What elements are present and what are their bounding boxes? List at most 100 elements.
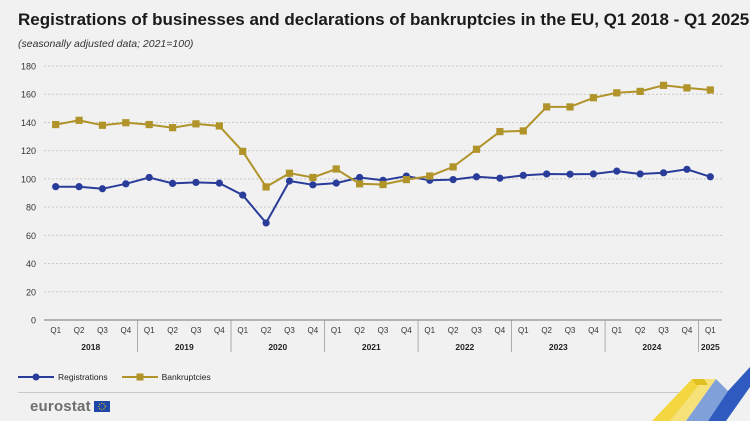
x-tick-label-quarter: Q1 [237,326,248,335]
legend-label-registrations: Registrations [58,372,108,382]
data-point-bankruptcies [426,172,434,180]
data-point-registrations [519,171,527,179]
x-tick-label-year: 2024 [642,342,661,352]
legend-label-bankruptcies: Bankruptcies [161,372,211,382]
x-tick-label-quarter: Q2 [635,326,646,335]
x-tick-label-quarter: Q4 [308,326,319,335]
x-tick-label-year: 2025 [701,342,720,352]
y-tick-label: 160 [21,90,36,100]
data-point-bankruptcies [122,119,130,127]
x-tick-label-quarter: Q4 [495,326,506,335]
x-tick-label-quarter: Q3 [97,326,108,335]
y-tick-label: 140 [21,118,36,128]
data-point-bankruptcies [75,116,83,124]
data-point-bankruptcies [589,94,598,102]
y-tick-label: 100 [21,174,36,184]
legend-marker-bankruptcies [121,373,158,381]
data-point-registrations [636,170,644,178]
data-point-registrations [683,165,691,173]
x-tick-label-quarter: Q1 [611,326,622,335]
y-tick-label: 120 [21,146,36,156]
x-tick-label-year: 2020 [268,342,287,352]
data-point-bankruptcies [402,175,410,184]
x-tick-label-quarter: Q2 [261,326,272,335]
data-point-registrations [98,185,107,193]
x-tick-label-quarter: Q4 [120,326,131,335]
data-point-bankruptcies [262,183,270,191]
x-tick-label-quarter: Q3 [471,326,482,335]
x-tick-label-quarter: Q1 [50,326,61,335]
data-point-registrations [262,219,270,227]
eurostat-logo: eurostat [30,398,110,415]
data-point-bankruptcies [239,147,247,155]
x-tick-label-quarter: Q1 [518,326,529,335]
legend-marker-registrations [18,373,54,381]
x-tick-label-quarter: Q2 [354,326,365,335]
x-tick-label-quarter: Q1 [144,326,155,335]
x-tick-label-year: 2018 [81,342,100,352]
data-point-bankruptcies [519,127,527,135]
data-point-bankruptcies [52,120,60,129]
y-tick-label: 20 [26,287,36,297]
y-tick-label: 0 [31,316,36,326]
data-point-registrations [659,169,668,177]
x-tick-label-year: 2021 [362,342,381,352]
data-point-registrations [215,179,223,187]
data-point-registrations [589,170,598,178]
data-point-bankruptcies [192,120,200,128]
data-point-bankruptcies [356,180,364,188]
y-tick-label: 40 [26,259,36,269]
x-tick-label-quarter: Q3 [378,326,389,335]
data-point-bankruptcies [566,103,574,111]
legend: Registrations Bankruptcies [18,372,211,382]
data-point-bankruptcies [472,145,481,153]
chart-subtitle: (seasonally adjusted data; 2021=100) [18,38,194,50]
data-point-registrations [706,173,714,181]
data-point-registrations [449,175,457,184]
data-point-registrations [122,180,130,188]
x-tick-label-quarter: Q2 [167,326,178,335]
data-point-bankruptcies [449,163,457,171]
x-tick-label-year: 2022 [455,342,474,352]
data-point-registrations [332,179,340,187]
data-point-registrations [543,170,551,178]
data-point-registrations [75,183,83,191]
data-point-registrations [168,179,177,188]
x-tick-label-quarter: Q2 [541,326,552,335]
data-point-bankruptcies [98,121,107,129]
x-tick-label-quarter: Q3 [658,326,669,335]
data-point-bankruptcies [145,120,153,129]
line-chart: 0 20 40 60 80 100 120 140 160 180 Q1 Q2 Q3 Q4 Q1 Q2 Q3 Q4… [21,62,722,352]
data-point-registrations [472,173,481,181]
y-tick-label: 60 [26,231,36,241]
data-point-bankruptcies [706,86,714,94]
legend-item-registrations: Registrations [18,372,108,382]
brand-name: eurostat [30,398,91,415]
data-point-bankruptcies [379,180,387,189]
data-point-bankruptcies [168,124,177,132]
x-tick-label-year: 2023 [549,342,568,352]
data-point-registrations [613,167,621,175]
decorative-corner-graphic [652,367,750,421]
data-point-bankruptcies [332,165,340,173]
x-tick-label-quarter: Q3 [284,326,295,335]
y-tick-label: 80 [26,203,36,213]
x-tick-label-quarter: Q2 [74,326,85,335]
x-tick-label-quarter: Q1 [705,326,716,335]
x-tick-label-quarter: Q4 [588,326,599,335]
data-point-bankruptcies [496,128,504,136]
data-point-bankruptcies [215,122,223,130]
data-point-registrations [239,191,247,199]
legend-item-bankruptcies: Bankruptcies [121,372,211,382]
footer-divider [18,392,728,393]
chart-title: Registrations of businesses and declarat… [18,10,750,29]
x-tick-label-quarter: Q1 [331,326,342,335]
x-tick-label-quarter: Q3 [565,326,576,335]
data-point-bankruptcies [309,173,317,182]
x-tick-label-quarter: Q4 [401,326,412,335]
x-tick-label-quarter: Q4 [214,326,225,335]
x-tick-label-quarter: Q1 [424,326,435,335]
data-point-bankruptcies [613,89,621,97]
x-tick-label-quarter: Q2 [448,326,459,335]
data-point-registrations [496,174,504,182]
